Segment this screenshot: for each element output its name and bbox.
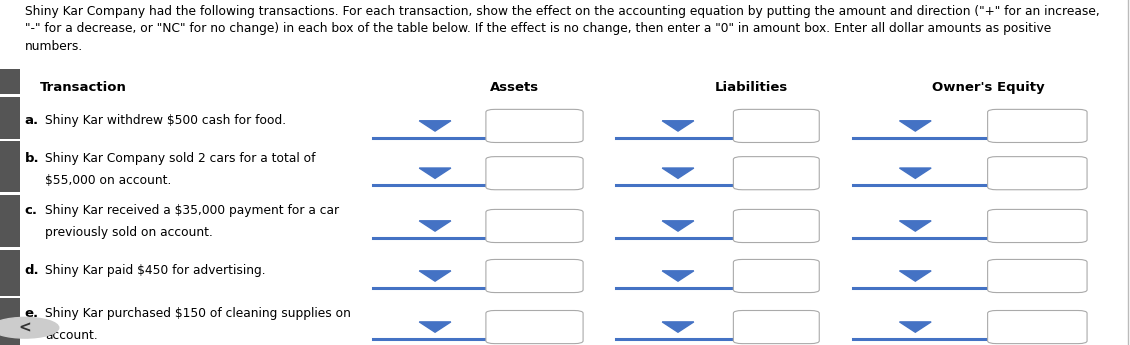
Text: Liabilities: Liabilities [715, 81, 788, 95]
Text: Shiny Kar Company had the following transactions. For each transaction, show the: Shiny Kar Company had the following tran… [25, 5, 1099, 18]
Text: $: $ [736, 118, 744, 131]
Polygon shape [662, 168, 694, 178]
Text: $55,000 on account.: $55,000 on account. [45, 174, 172, 187]
Polygon shape [419, 221, 451, 231]
Text: e.: e. [25, 307, 38, 320]
Text: $: $ [488, 118, 496, 131]
Text: Shiny Kar purchased $150 of cleaning supplies on: Shiny Kar purchased $150 of cleaning sup… [45, 307, 351, 320]
FancyBboxPatch shape [20, 0, 1130, 345]
Polygon shape [419, 121, 451, 131]
Polygon shape [899, 221, 931, 231]
Text: $: $ [488, 165, 496, 178]
Text: $: $ [736, 319, 744, 332]
Text: d.: d. [25, 264, 40, 277]
Text: Shiny Kar withdrew $500 cash for food.: Shiny Kar withdrew $500 cash for food. [45, 114, 286, 127]
Polygon shape [662, 322, 694, 332]
FancyBboxPatch shape [988, 109, 1087, 142]
Text: $: $ [990, 218, 998, 231]
FancyBboxPatch shape [486, 109, 583, 142]
Text: a.: a. [25, 114, 38, 127]
FancyBboxPatch shape [486, 310, 583, 344]
Text: b.: b. [25, 152, 40, 165]
FancyBboxPatch shape [988, 259, 1087, 293]
Text: previously sold on account.: previously sold on account. [45, 226, 214, 239]
FancyBboxPatch shape [486, 157, 583, 190]
Text: $: $ [990, 319, 998, 332]
FancyBboxPatch shape [486, 259, 583, 293]
FancyBboxPatch shape [0, 296, 20, 298]
Text: Transaction: Transaction [40, 81, 127, 95]
Text: $: $ [488, 218, 496, 231]
FancyBboxPatch shape [733, 109, 819, 142]
Text: Assets: Assets [489, 81, 539, 95]
FancyBboxPatch shape [0, 247, 20, 250]
Text: c.: c. [25, 204, 38, 217]
Polygon shape [419, 322, 451, 332]
Text: account.: account. [45, 329, 98, 343]
FancyBboxPatch shape [988, 157, 1087, 190]
Text: $: $ [736, 218, 744, 231]
Text: $: $ [488, 268, 496, 281]
FancyBboxPatch shape [0, 192, 20, 195]
Polygon shape [899, 271, 931, 281]
Text: Shiny Kar paid $450 for advertising.: Shiny Kar paid $450 for advertising. [45, 264, 266, 277]
FancyBboxPatch shape [0, 0, 20, 69]
Text: numbers.: numbers. [25, 40, 84, 53]
Text: "-" for a decrease, or "NC" for no change) in each box of the table below. If th: "-" for a decrease, or "NC" for no chang… [25, 22, 1051, 36]
Circle shape [0, 317, 59, 338]
FancyBboxPatch shape [0, 139, 20, 141]
FancyBboxPatch shape [733, 310, 819, 344]
FancyBboxPatch shape [733, 209, 819, 243]
Text: $: $ [736, 165, 744, 178]
Polygon shape [419, 168, 451, 178]
FancyBboxPatch shape [486, 209, 583, 243]
FancyBboxPatch shape [0, 0, 20, 345]
Polygon shape [899, 121, 931, 131]
Polygon shape [662, 221, 694, 231]
FancyBboxPatch shape [0, 94, 20, 97]
Text: $: $ [990, 268, 998, 281]
Text: Shiny Kar received a $35,000 payment for a car: Shiny Kar received a $35,000 payment for… [45, 204, 339, 217]
FancyBboxPatch shape [733, 259, 819, 293]
Text: $: $ [488, 319, 496, 332]
Polygon shape [662, 271, 694, 281]
Polygon shape [662, 121, 694, 131]
Text: <: < [18, 320, 32, 335]
FancyBboxPatch shape [988, 209, 1087, 243]
Text: Shiny Kar Company sold 2 cars for a total of: Shiny Kar Company sold 2 cars for a tota… [45, 152, 315, 165]
Text: $: $ [736, 268, 744, 281]
Polygon shape [419, 271, 451, 281]
FancyBboxPatch shape [733, 157, 819, 190]
Text: Owner's Equity: Owner's Equity [932, 81, 1045, 95]
Text: $: $ [990, 118, 998, 131]
FancyBboxPatch shape [988, 310, 1087, 344]
Polygon shape [899, 168, 931, 178]
Polygon shape [899, 322, 931, 332]
Text: $: $ [990, 165, 998, 178]
